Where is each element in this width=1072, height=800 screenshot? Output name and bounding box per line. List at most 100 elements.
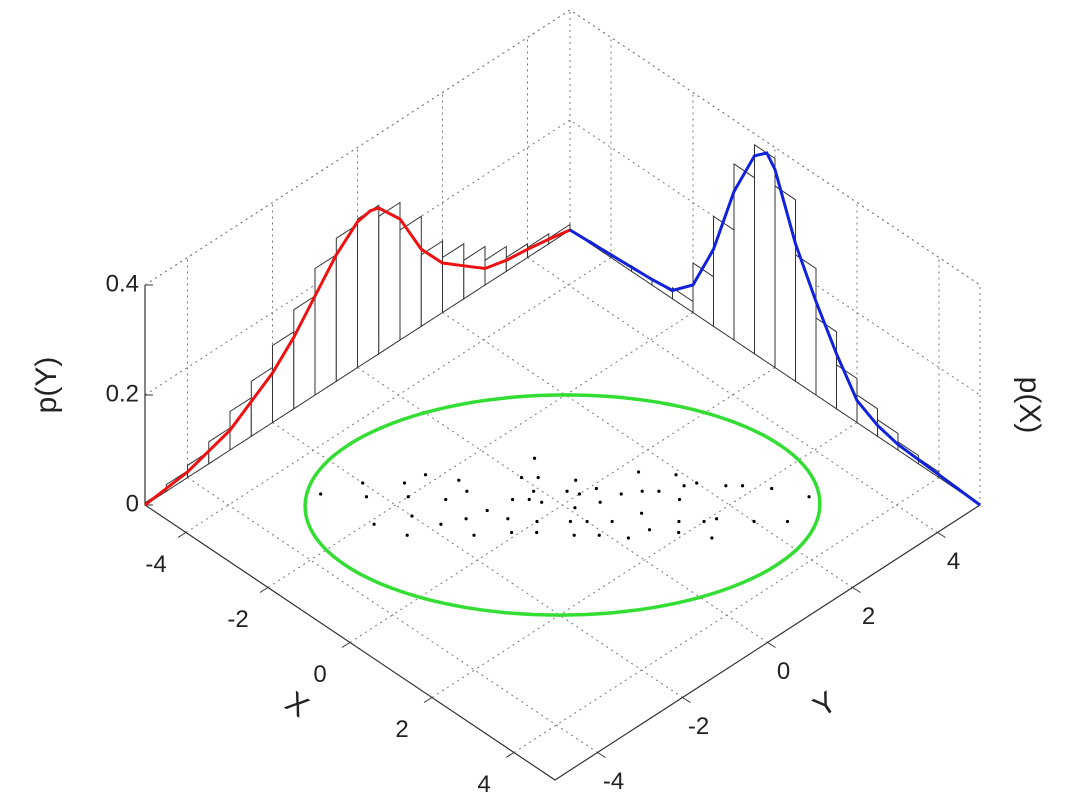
scatter-point (572, 533, 576, 537)
axis-line (144, 504, 981, 781)
frame-line (144, 9, 981, 286)
histogram-bar (713, 215, 735, 341)
y-tick-label: -4 (603, 768, 624, 795)
scatter-point (594, 486, 598, 491)
histogram-bar (733, 163, 755, 355)
grid-line (431, 422, 858, 698)
x-tick-label: 2 (395, 716, 408, 743)
grid-line (272, 422, 683, 698)
scatter-point (540, 500, 544, 504)
scatter-point (640, 489, 644, 493)
scatter-point (535, 519, 539, 524)
scatter-point (626, 536, 631, 540)
tick-mark (682, 697, 691, 703)
scatter-point (574, 478, 578, 482)
scatter-point (319, 492, 323, 496)
scatter-point (640, 511, 644, 515)
grid-line (357, 367, 768, 643)
scatter-point (674, 473, 678, 477)
scatter-point (472, 533, 476, 537)
scatter-point (402, 481, 407, 485)
scatter-point (585, 519, 589, 524)
y-tick-label: 4 (947, 548, 960, 575)
scatter-point (532, 456, 537, 460)
histogram-bar (836, 363, 858, 424)
histogram-bar (378, 201, 401, 355)
scatter-point (457, 478, 461, 482)
x-tick-label: -4 (145, 551, 166, 578)
scatter-point (510, 497, 515, 502)
scatter-point (527, 497, 531, 502)
scatter-point (807, 495, 811, 499)
z-label-right: p(X) (1013, 377, 1046, 434)
scatter-point (752, 519, 756, 524)
scatter-point (573, 506, 577, 510)
scatter-point (565, 489, 569, 493)
tick-mark (423, 697, 433, 703)
grid-line (187, 477, 598, 753)
scatter-point (770, 486, 774, 491)
z-label-left: p(Y) (30, 357, 63, 414)
scatter-point (535, 530, 539, 535)
scatter-point (657, 489, 661, 493)
scatter-point (364, 495, 369, 499)
density-curve (569, 151, 981, 507)
scatter-point (598, 500, 602, 504)
scatter-point (439, 522, 443, 526)
scatter-point (361, 481, 365, 485)
scatter-point (405, 533, 409, 537)
scatter-point (577, 492, 582, 496)
confidence-ellipse (303, 393, 822, 617)
scatter-point (724, 484, 728, 488)
scatter-point (610, 519, 614, 524)
scatter-point (677, 497, 682, 502)
histogram-bar (420, 240, 443, 328)
z-tick-label: 0.4 (106, 270, 139, 297)
tick-mark (767, 642, 776, 648)
tick-mark (852, 587, 861, 593)
y-tick-label: 2 (862, 603, 875, 630)
scatter-point (677, 530, 681, 535)
histogram-bar (754, 143, 776, 369)
scatter-point (465, 489, 469, 493)
scatter-point (444, 497, 448, 502)
histogram-bar (399, 215, 422, 341)
y-tick-label: -2 (688, 713, 709, 740)
histogram-bar (463, 245, 486, 300)
scatter-point (785, 519, 790, 524)
histogram-bar (442, 242, 465, 314)
scatter-point (372, 522, 376, 526)
scatter-point (536, 475, 540, 480)
scatter-point (506, 517, 510, 521)
scatter-point (702, 519, 706, 524)
tick-mark (259, 587, 269, 593)
grid-line (442, 312, 853, 588)
x-tick-label: -2 (227, 606, 248, 633)
grid-line (527, 257, 938, 533)
scatter-point (423, 473, 428, 477)
tick-mark (177, 532, 187, 538)
histogram-bar (357, 204, 380, 369)
scatter-point (636, 470, 641, 474)
scatter-point (519, 475, 524, 480)
z-tick-label: 0.2 (106, 380, 139, 407)
scatter-point (710, 536, 714, 540)
grid-line (144, 119, 981, 396)
scatter-point (695, 481, 699, 485)
x-tick-label: 0 (313, 661, 326, 688)
x-tick-label: 4 (477, 771, 490, 798)
scatter-point (647, 528, 652, 532)
scatter-point (485, 508, 489, 513)
histogram-bar (774, 185, 796, 383)
scatter-point (406, 495, 410, 499)
scatter-point (677, 519, 681, 524)
tick-mark (505, 752, 515, 758)
scatter-point (568, 519, 573, 524)
density-curve (144, 206, 571, 507)
y-tick-label: 0 (777, 658, 790, 685)
tick-mark (937, 532, 946, 538)
scatter-point (682, 484, 686, 488)
scatter-point (619, 492, 623, 496)
